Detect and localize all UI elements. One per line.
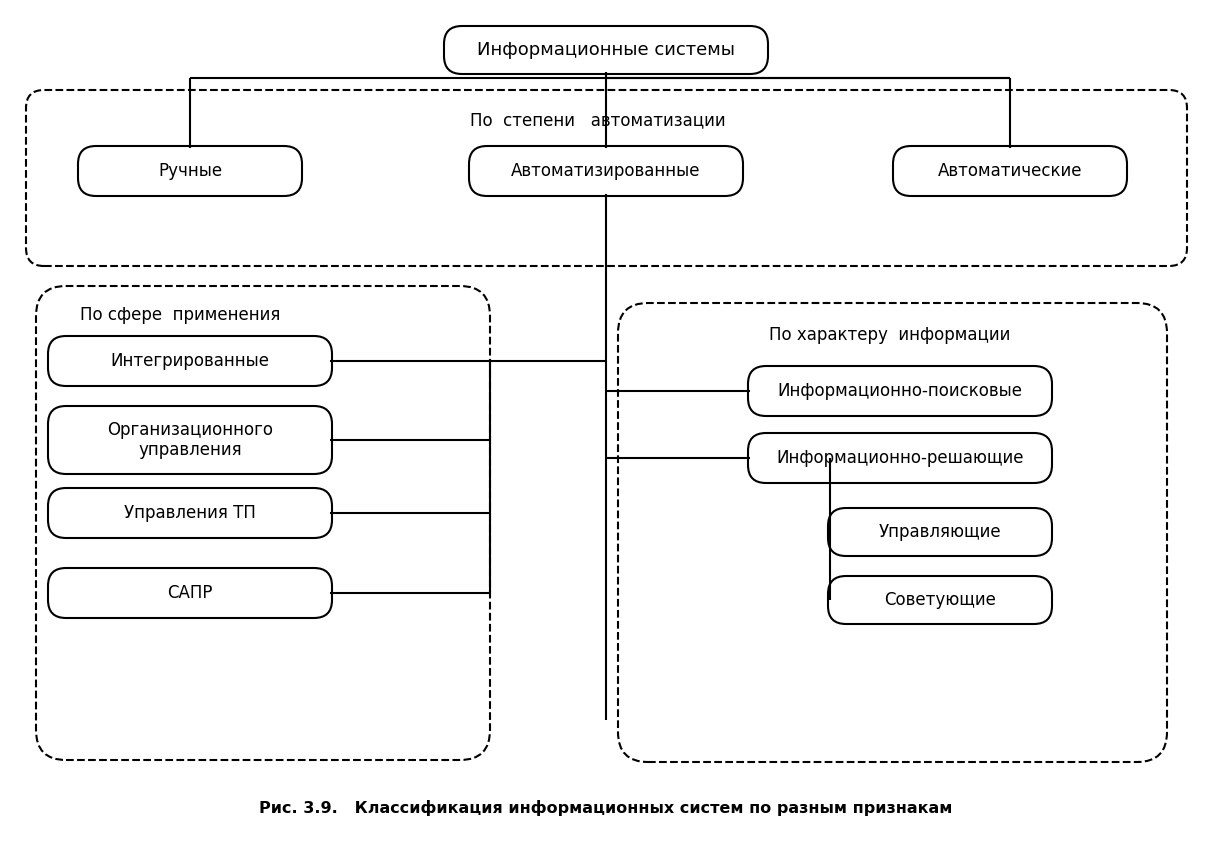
Text: По характеру  информации: По характеру информации — [769, 326, 1010, 344]
Text: Управления ТП: Управления ТП — [124, 504, 256, 522]
FancyBboxPatch shape — [78, 146, 302, 196]
Text: Советующие: Советующие — [884, 591, 996, 609]
FancyBboxPatch shape — [893, 146, 1127, 196]
FancyBboxPatch shape — [444, 26, 768, 74]
Text: Интегрированные: Интегрированные — [110, 352, 269, 370]
Text: По сфере  применения: По сфере применения — [80, 306, 280, 324]
Text: Автоматические: Автоматические — [938, 162, 1082, 180]
Text: Организационного
управления: Организационного управления — [107, 421, 273, 459]
Text: Управляющие: Управляющие — [878, 523, 1001, 541]
Text: Информационные системы: Информационные системы — [477, 41, 735, 59]
Text: Рис. 3.9.   Классификация информационных систем по разным признакам: Рис. 3.9. Классификация информационных с… — [260, 800, 952, 816]
Text: Информационно-решающие: Информационно-решающие — [776, 449, 1024, 467]
FancyBboxPatch shape — [748, 433, 1052, 483]
Text: Автоматизированные: Автоматизированные — [511, 162, 701, 180]
Text: По  степени   автоматизации: По степени автоматизации — [471, 111, 725, 129]
FancyBboxPatch shape — [828, 576, 1052, 624]
Text: Информационно-поисковые: Информационно-поисковые — [778, 382, 1023, 400]
FancyBboxPatch shape — [49, 406, 332, 474]
Text: Ручные: Ручные — [158, 162, 222, 180]
FancyBboxPatch shape — [49, 336, 332, 386]
FancyBboxPatch shape — [469, 146, 744, 196]
FancyBboxPatch shape — [49, 488, 332, 538]
FancyBboxPatch shape — [49, 568, 332, 618]
FancyBboxPatch shape — [828, 508, 1052, 556]
Text: САПР: САПР — [167, 584, 212, 602]
FancyBboxPatch shape — [748, 366, 1052, 416]
